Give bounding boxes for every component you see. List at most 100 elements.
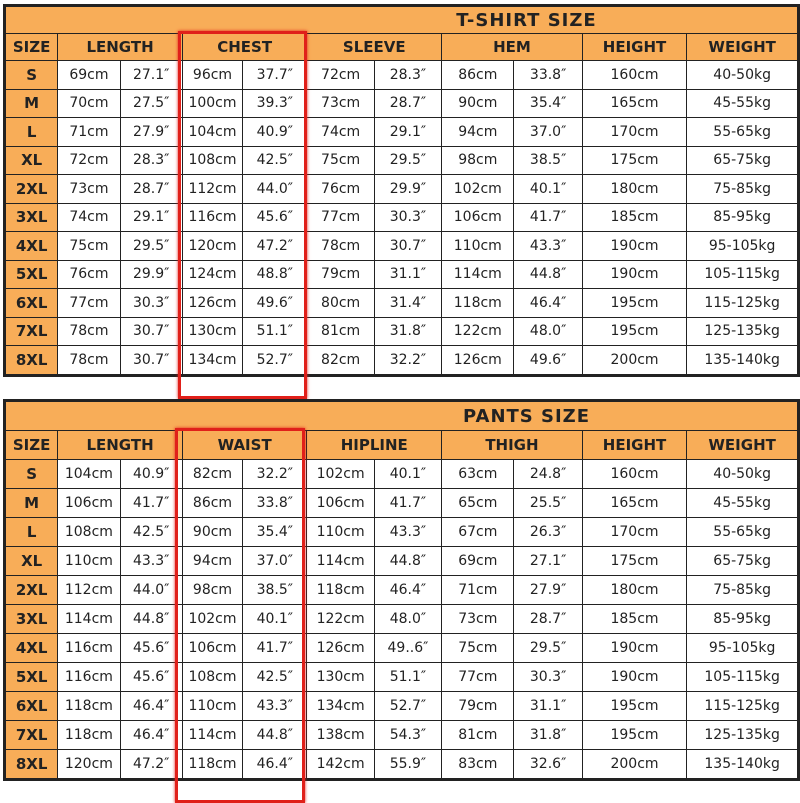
value-cell: 110cm — [441, 231, 515, 261]
value-cell: 190cm — [581, 231, 688, 261]
value-cell: 40.9″ — [119, 459, 183, 489]
table-row: 7XL 78cm 30.7″ 130cm 51.1″ 81cm 31.8″ 122cm 48.0… — [4, 316, 798, 346]
value-cell: 75cm — [306, 145, 375, 175]
value-cell: 46.4″ — [373, 575, 443, 605]
value-cell: 77cm — [441, 662, 515, 692]
size-cell: M — [4, 488, 59, 518]
value-cell: 31.1″ — [513, 691, 583, 721]
value-cell: 104cm — [181, 117, 244, 147]
value-cell: 130cm — [306, 662, 375, 692]
pants-title: PANTS SIZE — [5, 401, 798, 431]
value-cell: 98cm — [181, 575, 244, 605]
value-cell: 190cm — [581, 633, 688, 663]
value-cell: 75cm — [57, 231, 121, 261]
tshirt-title: T-SHIRT SIZE — [5, 6, 798, 34]
value-cell: 126cm — [181, 288, 244, 318]
value-cell: 38.5″ — [513, 145, 583, 175]
value-cell: 40-50kg — [686, 459, 798, 489]
value-cell: 41.7″ — [119, 488, 183, 518]
table-row: L 71cm 27.9″ 104cm 40.9″ 74cm 29.1″ 94cm 37.0″ 17… — [4, 117, 798, 147]
value-cell: 29.5″ — [513, 633, 583, 663]
value-cell: 44.8″ — [513, 259, 583, 289]
value-cell: 98cm — [441, 145, 515, 175]
value-cell: 112cm — [181, 174, 244, 204]
value-cell: 46.4″ — [242, 749, 308, 779]
size-cell: 7XL — [4, 316, 59, 346]
column-header-size: SIZE — [4, 33, 59, 61]
table-row: 3XL 74cm 29.1″ 116cm 45.6″ 77cm 30.3″ 106cm 41.7… — [4, 202, 798, 232]
value-cell: 29.9″ — [119, 259, 183, 289]
value-cell: 44.8″ — [119, 604, 183, 634]
value-cell: 70cm — [57, 88, 121, 118]
table-row: 2XL 112cm 44.0″ 98cm 38.5″ 118cm 46.4″ 71cm 27.9… — [4, 575, 798, 605]
size-cell: 6XL — [4, 288, 59, 318]
value-cell: 44.8″ — [373, 546, 443, 576]
value-cell: 106cm — [441, 202, 515, 232]
value-cell: 134cm — [306, 691, 375, 721]
value-cell: 31.8″ — [513, 720, 583, 750]
value-cell: 65-75kg — [686, 546, 798, 576]
value-cell: 48.8″ — [242, 259, 308, 289]
value-cell: 25.5″ — [513, 488, 583, 518]
value-cell: 40.1″ — [242, 604, 308, 634]
value-cell: 28.3″ — [373, 60, 443, 90]
value-cell: 175cm — [581, 546, 688, 576]
table-row: 6XL 118cm 46.4″ 110cm 43.3″ 134cm 52.7″ 79cm 31.… — [4, 691, 798, 721]
value-cell: 30.3″ — [373, 202, 443, 232]
pants-size-chart: PANTS SIZE SIZE LENGTH WAIST HIPLINE THIGH HEI… — [3, 399, 800, 781]
column-header-sleeve: SLEEVE — [306, 33, 443, 61]
value-cell: 78cm — [57, 316, 121, 346]
value-cell: 51.1″ — [242, 316, 308, 346]
value-cell: 31.8″ — [373, 316, 443, 346]
value-cell: 47.2″ — [242, 231, 308, 261]
value-cell: 27.5″ — [119, 88, 183, 118]
size-cell: M — [4, 88, 59, 118]
value-cell: 126cm — [306, 633, 375, 663]
value-cell: 110cm — [181, 691, 244, 721]
value-cell: 49.6″ — [513, 345, 583, 375]
value-cell: 112cm — [57, 575, 121, 605]
value-cell: 108cm — [181, 662, 244, 692]
value-cell: 38.5″ — [242, 575, 308, 605]
value-cell: 86cm — [441, 60, 515, 90]
table-row: 2XL 73cm 28.7″ 112cm 44.0″ 76cm 29.9″ 102cm 40.1… — [4, 174, 798, 204]
value-cell: 28.7″ — [513, 604, 583, 634]
size-cell: S — [4, 60, 59, 90]
value-cell: 55-65kg — [686, 517, 798, 547]
value-cell: 120cm — [57, 749, 121, 779]
size-cell: 5XL — [4, 662, 59, 692]
value-cell: 116cm — [57, 662, 121, 692]
value-cell: 138cm — [306, 720, 375, 750]
column-header-thigh: THIGH — [441, 430, 583, 460]
value-cell: 72cm — [57, 145, 121, 175]
value-cell: 46.4″ — [513, 288, 583, 318]
value-cell: 118cm — [306, 575, 375, 605]
value-cell: 31.1″ — [373, 259, 443, 289]
value-cell: 55-65kg — [686, 117, 798, 147]
value-cell: 195cm — [581, 691, 688, 721]
column-header-height: HEIGHT — [581, 430, 688, 460]
value-cell: 29.5″ — [119, 231, 183, 261]
size-cell: S — [4, 459, 59, 489]
value-cell: 195cm — [581, 288, 688, 318]
column-header-length: LENGTH — [57, 430, 183, 460]
column-header-height: HEIGHT — [581, 33, 688, 61]
value-cell: 33.8″ — [242, 488, 308, 518]
value-cell: 43.3″ — [373, 517, 443, 547]
table-row: XL 110cm 43.3″ 94cm 37.0″ 114cm 44.8″ 69cm 27.1″… — [4, 546, 798, 576]
value-cell: 27.9″ — [119, 117, 183, 147]
value-cell: 126cm — [441, 345, 515, 375]
value-cell: 118cm — [57, 691, 121, 721]
value-cell: 43.3″ — [513, 231, 583, 261]
value-cell: 32.6″ — [513, 749, 583, 779]
column-header-weight: WEIGHT — [686, 430, 798, 460]
value-cell: 41.7″ — [242, 633, 308, 663]
value-cell: 44.0″ — [242, 174, 308, 204]
value-cell: 200cm — [581, 749, 688, 779]
value-cell: 73cm — [441, 604, 515, 634]
size-cell: 2XL — [4, 575, 59, 605]
value-cell: 29.1″ — [373, 117, 443, 147]
value-cell: 160cm — [581, 60, 688, 90]
value-cell: 73cm — [306, 88, 375, 118]
value-cell: 190cm — [581, 259, 688, 289]
